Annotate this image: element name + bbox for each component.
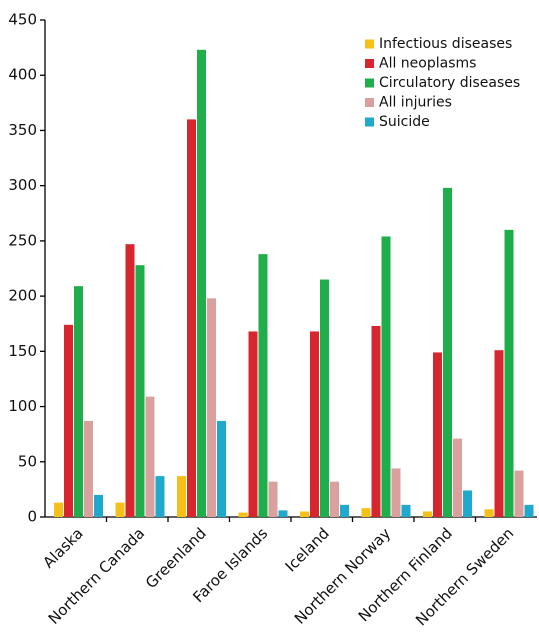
y-tick-label: 400	[8, 66, 37, 84]
legend-label: All neoplasms	[379, 56, 476, 72]
x-tick-label: Iceland	[282, 524, 333, 575]
legend-label: All injuries	[379, 95, 452, 111]
bar	[125, 244, 135, 518]
bar	[145, 396, 155, 517]
y-tick-label: 200	[8, 287, 37, 305]
y-tick-label: 0	[27, 508, 37, 526]
bar	[135, 265, 145, 517]
legend-swatch	[365, 78, 374, 88]
legend-swatch	[365, 98, 374, 107]
bar	[391, 468, 401, 517]
bar	[248, 331, 258, 517]
bar	[371, 325, 381, 517]
bar	[494, 350, 504, 517]
bar	[330, 481, 339, 517]
bar	[423, 511, 432, 517]
bar	[54, 502, 63, 517]
bar	[463, 490, 472, 517]
bar	[177, 476, 186, 517]
legend-swatch	[365, 39, 374, 49]
bar	[268, 481, 278, 517]
y-tick-label: 100	[8, 397, 37, 415]
bar	[197, 49, 206, 517]
x-tick-label: Alaska	[39, 524, 86, 571]
bar	[504, 229, 514, 517]
legend-label: Suicide	[379, 114, 430, 130]
bar	[155, 476, 165, 517]
legend-swatch	[365, 59, 374, 68]
bar	[300, 511, 309, 517]
bar	[524, 504, 534, 517]
y-tick-label: 250	[8, 231, 37, 249]
bar	[258, 254, 268, 518]
bar	[514, 470, 524, 517]
bar	[381, 236, 391, 517]
y-tick-label: 50	[18, 452, 37, 470]
bar	[433, 352, 442, 517]
bar	[340, 504, 349, 517]
y-tick-label: 350	[8, 121, 37, 139]
bar	[310, 331, 319, 517]
bar	[207, 298, 216, 517]
y-tick-label: 450	[8, 11, 37, 29]
bar	[217, 420, 226, 517]
bar	[74, 286, 83, 517]
bar	[453, 438, 462, 517]
bar	[278, 510, 288, 517]
bar	[320, 279, 329, 517]
bar	[187, 119, 196, 518]
legend-swatch	[365, 117, 374, 127]
bar	[64, 324, 73, 517]
bar	[484, 509, 494, 517]
bar	[115, 502, 125, 517]
bar	[361, 508, 371, 517]
legend-label: Infectious diseases	[379, 36, 512, 52]
bar	[401, 504, 411, 517]
bar	[94, 494, 103, 517]
y-tick-label: 150	[8, 342, 37, 360]
bar	[84, 420, 93, 517]
y-tick-label: 300	[8, 176, 37, 194]
legend-label: Circulatory diseases	[379, 75, 520, 91]
bar	[238, 512, 248, 517]
bar	[443, 187, 452, 517]
